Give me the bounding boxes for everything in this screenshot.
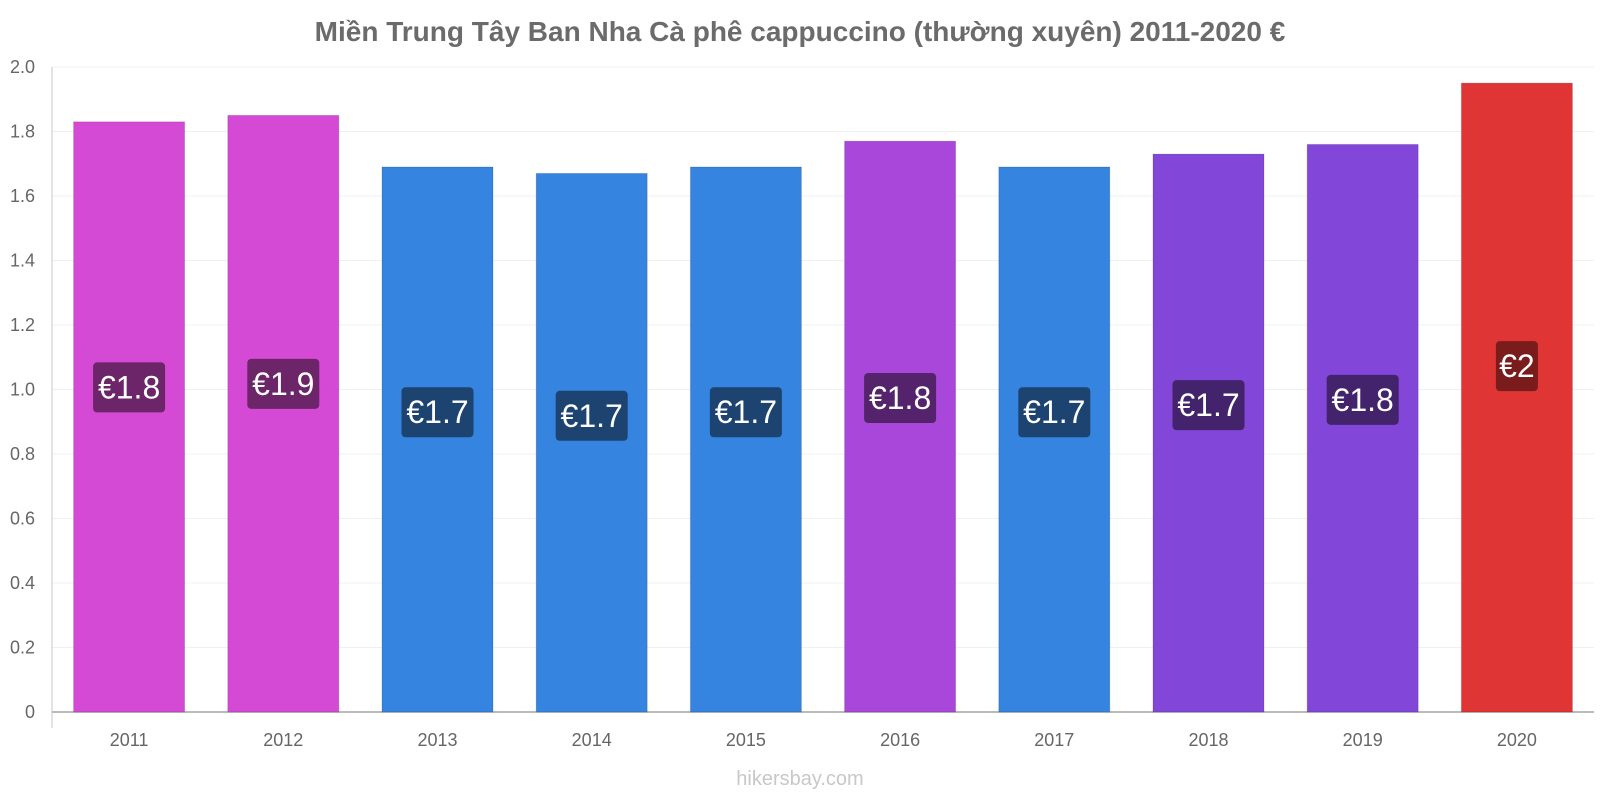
y-tick-label: 0.4 <box>10 573 35 593</box>
data-label-box <box>401 387 474 438</box>
x-tick-label: 2019 <box>1343 730 1383 750</box>
y-tick-label: 1.0 <box>10 380 35 400</box>
data-label: €1.8 <box>98 369 160 405</box>
watermark: hikersbay.com <box>736 768 864 790</box>
bar <box>381 166 494 713</box>
data-label: €1.7 <box>1023 394 1085 430</box>
x-tick-label: 2020 <box>1497 730 1537 750</box>
x-tick-label: 2011 <box>110 730 149 750</box>
bar <box>689 166 802 713</box>
bar <box>73 121 186 713</box>
data-label: €1.7 <box>1177 387 1239 423</box>
y-tick-label: 0.6 <box>10 509 35 529</box>
y-tick-label: 0 <box>25 702 35 722</box>
y-tick-label: 0.8 <box>10 444 35 464</box>
data-label: €1.9 <box>252 366 314 402</box>
data-label: €1.7 <box>406 394 468 430</box>
bar <box>1306 143 1419 713</box>
bar <box>1152 153 1265 713</box>
data-label: €1.7 <box>561 398 623 434</box>
y-tick-label: 2.0 <box>10 57 35 77</box>
bar <box>1460 82 1573 713</box>
bar <box>535 172 648 713</box>
bar <box>227 114 340 713</box>
data-label-box <box>1172 380 1245 431</box>
data-label: €1.7 <box>715 394 777 430</box>
data-label-box <box>1326 374 1399 425</box>
y-tick-label: 1.8 <box>10 122 35 142</box>
y-tick-label: 1.2 <box>10 315 35 335</box>
x-tick-label: 2016 <box>880 730 920 750</box>
data-label: €1.8 <box>869 380 931 416</box>
x-tick-label: 2013 <box>417 730 457 750</box>
bar <box>844 140 957 713</box>
data-label-box <box>1018 387 1091 438</box>
data-label-box <box>709 387 782 438</box>
x-tick-label: 2012 <box>263 730 303 750</box>
x-tick-label: 2015 <box>726 730 766 750</box>
x-tick-label: 2017 <box>1034 730 1074 750</box>
y-tick-label: 1.4 <box>10 251 35 271</box>
data-label-box <box>555 390 628 441</box>
x-tick-label: 2014 <box>572 730 612 750</box>
data-label-box <box>93 362 166 413</box>
y-tick-label: 0.2 <box>10 638 35 658</box>
chart-title: Miền Trung Tây Ban Nha Cà phê cappuccino… <box>314 16 1286 47</box>
x-tick-label: 2018 <box>1188 730 1228 750</box>
data-label: €1.8 <box>1332 382 1394 418</box>
bar <box>998 166 1111 713</box>
y-tick-label: 1.6 <box>10 186 35 206</box>
data-label: €2 <box>1499 348 1535 384</box>
data-label-box <box>864 373 937 424</box>
data-label-box <box>1495 341 1538 392</box>
data-label-box <box>247 358 320 409</box>
